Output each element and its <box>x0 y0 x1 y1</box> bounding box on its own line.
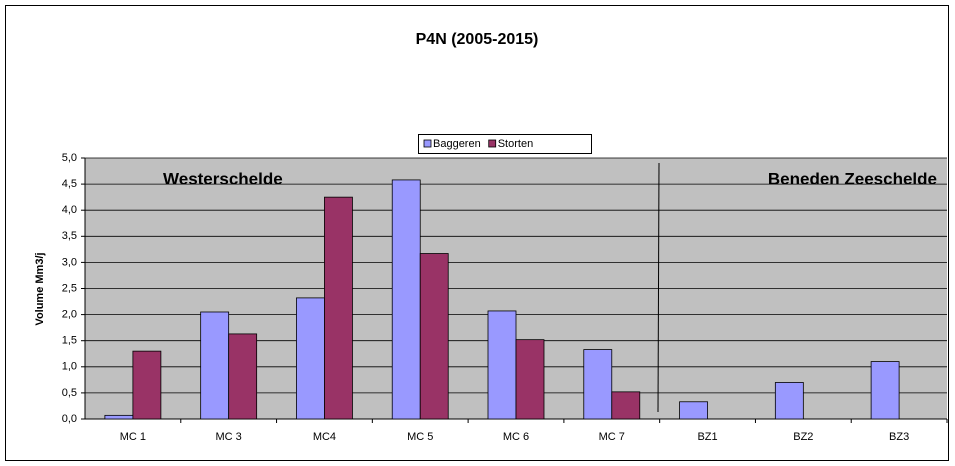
y-tick-label: 2,5 <box>62 282 77 294</box>
x-tick-label: BZ1 <box>697 431 717 443</box>
y-tick-label: 2,0 <box>62 309 77 321</box>
bar <box>200 311 230 420</box>
bar <box>324 196 353 420</box>
bar <box>228 333 258 420</box>
bar <box>870 361 900 420</box>
chart-title: P4N (2005-2015) <box>416 31 539 48</box>
y-tick-label: 1,5 <box>62 335 77 347</box>
legend-label: Storten <box>498 138 533 150</box>
legend-box <box>418 134 592 154</box>
bar <box>104 414 134 420</box>
x-tick-label: MC 1 <box>120 431 146 443</box>
bar <box>419 253 449 420</box>
bar <box>296 297 325 420</box>
bar <box>611 391 641 420</box>
x-tick-label: MC 6 <box>503 431 529 443</box>
y-axis-label: Volume Mm3/j <box>34 252 46 325</box>
annotation: Westerschelde <box>163 169 283 188</box>
legend-label: Baggeren <box>433 138 481 150</box>
bar <box>583 349 613 420</box>
legend-swatch <box>488 139 497 148</box>
bar <box>487 310 517 420</box>
bar <box>515 339 545 420</box>
y-tick-label: 5,0 <box>62 152 77 164</box>
x-tick-label: MC4 <box>313 431 336 443</box>
x-tick-label: MC 5 <box>407 431 433 443</box>
annotation: Beneden Zeeschelde <box>768 169 937 188</box>
legend-swatch <box>423 139 432 148</box>
bar <box>391 179 421 420</box>
bar <box>132 350 162 420</box>
x-tick-label: BZ2 <box>793 431 813 443</box>
x-tick-label: MC 3 <box>216 431 242 443</box>
y-tick-label: 4,5 <box>62 178 77 190</box>
bar <box>679 401 708 420</box>
y-tick-label: 0,0 <box>62 413 77 425</box>
x-tick-label: BZ3 <box>889 431 909 443</box>
x-tick-label: MC 7 <box>599 431 625 443</box>
y-tick-label: 4,0 <box>62 204 77 216</box>
y-tick-label: 1,0 <box>62 361 77 373</box>
y-tick-label: 0,5 <box>62 387 77 399</box>
bar <box>774 382 804 420</box>
y-tick-label: 3,5 <box>62 230 77 242</box>
y-tick-label: 3,0 <box>62 256 77 268</box>
divider <box>657 162 660 413</box>
